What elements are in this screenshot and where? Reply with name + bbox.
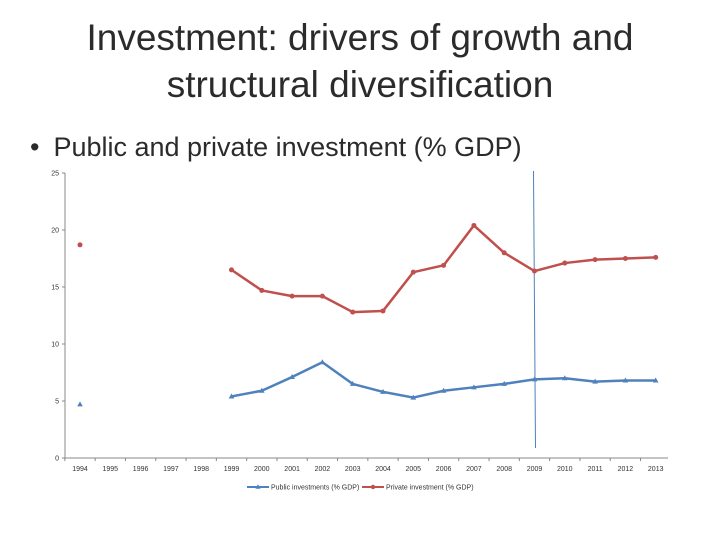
x-tick-label: 1999 (224, 466, 240, 473)
legend-public-investment-marker (255, 484, 261, 489)
x-tick-label: 2002 (315, 466, 331, 473)
private-investment-point (350, 309, 356, 315)
x-tick-label: 2007 (466, 466, 482, 473)
private-investment-point (592, 257, 598, 263)
x-tick-label: 2010 (557, 466, 573, 473)
x-tick-label: 2005 (406, 466, 422, 473)
public-investment-point (652, 377, 659, 383)
y-tick-label: 0 (55, 456, 59, 463)
y-tick-label: 15 (51, 285, 59, 292)
x-tick-label: 2004 (375, 466, 391, 473)
x-tick-label: 1998 (193, 466, 209, 473)
public-investment-point (592, 378, 598, 384)
private-investment-point (622, 256, 628, 261)
private-investment-point (501, 250, 507, 256)
private-investment-point (532, 268, 537, 274)
public-investment-point (380, 388, 386, 394)
public-investment-point (410, 394, 417, 400)
private-investment-point (441, 262, 447, 268)
public-investment-point (531, 376, 538, 382)
x-tick-label: 1997 (163, 466, 179, 473)
vertical-annotation-line (533, 170, 536, 449)
slide-title: Investment: drivers of growth and struct… (0, 14, 720, 108)
x-tick-label: 2011 (588, 466, 603, 473)
legend-public-investment-label: Public investments (% GDP) (271, 485, 359, 492)
y-tick-label: 20 (51, 228, 59, 235)
private-investment-series-line (230, 224, 656, 314)
private-investment-point (77, 242, 83, 248)
x-tick-label: 2013 (648, 466, 664, 473)
private-investment-point (562, 260, 568, 266)
private-investment-point (319, 293, 325, 299)
private-investment-point (410, 269, 416, 275)
private-investment-point (289, 293, 295, 299)
legend-private-investment-marker (370, 484, 376, 490)
public-investment-point (501, 380, 507, 386)
public-investment-point (319, 359, 326, 365)
private-investment-point (653, 254, 659, 260)
x-tick-label: 2006 (436, 466, 452, 473)
public-investment-point (259, 387, 265, 393)
public-investment-point (440, 387, 447, 393)
x-tick-label: 1996 (133, 466, 149, 473)
slide-title-line-1: Investment: drivers of growth and (86, 17, 634, 58)
bullet-text: Public and private investment (% GDP) (53, 132, 522, 162)
public-investment-point (228, 393, 235, 399)
x-tick-label: 2009 (527, 466, 543, 473)
legend-private-investment-label: Private investment (% GDP) (386, 485, 474, 492)
private-investment-point (380, 308, 386, 314)
public-investment-point (349, 380, 356, 386)
y-tick-label: 25 (51, 171, 59, 178)
x-tick-label: 2008 (496, 466, 512, 473)
bullet-dot-icon: • (30, 132, 40, 162)
public-investment-point (289, 374, 295, 380)
public-investment-point (77, 401, 83, 407)
private-investment-point (471, 222, 477, 228)
slide-title-line-2: structural diversification (166, 64, 554, 105)
private-investment-point (229, 267, 234, 273)
public-investment-point (562, 375, 568, 381)
x-tick-label: 2001 (284, 466, 300, 473)
x-tick-label: 2003 (345, 466, 361, 473)
public-investment-point (471, 384, 477, 390)
x-tick-label: 1994 (72, 466, 88, 473)
bullet-point: • Public and private investment (% GDP) (30, 132, 522, 163)
x-tick-label: 2012 (618, 466, 634, 473)
public-investment-point (622, 377, 629, 383)
private-investment-point (259, 287, 265, 293)
y-tick-label: 10 (51, 342, 59, 349)
y-tick-label: 5 (55, 399, 59, 406)
x-tick-label: 1995 (103, 466, 119, 473)
x-tick-label: 2000 (254, 466, 270, 473)
